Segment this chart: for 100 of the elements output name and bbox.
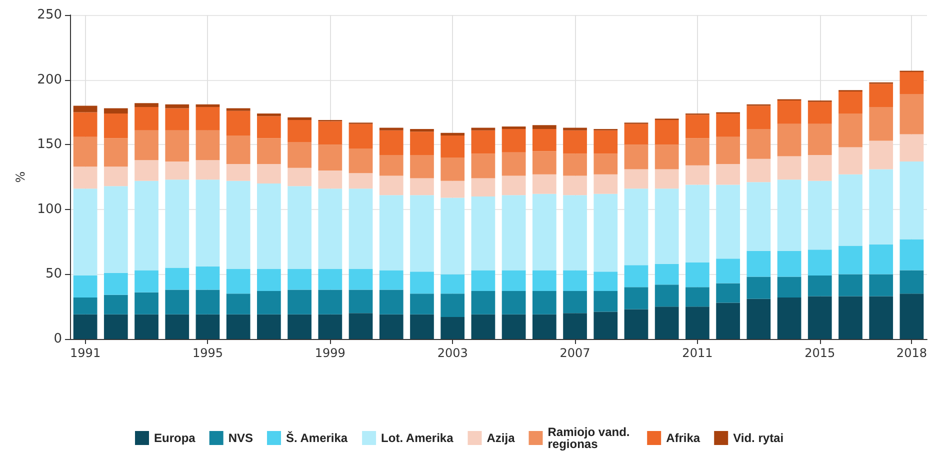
bar — [410, 195, 434, 272]
bar — [624, 144, 648, 170]
bar — [257, 116, 281, 138]
bar — [440, 274, 465, 294]
bar — [165, 180, 190, 268]
bar — [257, 164, 281, 184]
bar — [777, 276, 802, 298]
bar — [716, 258, 740, 284]
bar — [746, 158, 771, 182]
x-tick-label: 2018 — [896, 346, 927, 360]
bar — [257, 183, 281, 270]
bar — [624, 287, 648, 310]
bar — [165, 290, 190, 314]
x-tick-label: 1991 — [70, 346, 101, 360]
bar — [594, 130, 618, 154]
x-tick-label: 2007 — [560, 346, 590, 360]
bar — [288, 269, 312, 290]
bar — [869, 244, 894, 274]
bar — [532, 291, 556, 314]
bar — [746, 298, 771, 339]
bar — [226, 294, 250, 314]
bar — [288, 117, 312, 120]
bar — [532, 270, 556, 292]
bar — [134, 180, 158, 270]
bar — [134, 160, 158, 181]
bar — [288, 120, 312, 142]
bar — [226, 180, 250, 270]
bar — [900, 294, 924, 339]
bar — [440, 180, 465, 198]
bar — [777, 298, 802, 339]
legend-label: Š. Amerika — [286, 431, 348, 445]
bar — [165, 314, 190, 339]
x-tick-label: 2003 — [437, 346, 468, 360]
bar — [73, 298, 98, 314]
bar — [624, 309, 648, 339]
bar — [104, 186, 128, 273]
bar — [410, 132, 434, 155]
y-axis-title: % — [13, 171, 28, 183]
bar — [746, 129, 771, 159]
bar — [318, 121, 342, 145]
y-tick-label: 250 — [37, 8, 62, 22]
bar — [196, 160, 220, 180]
bar — [563, 270, 587, 292]
bar — [838, 296, 862, 339]
bar — [838, 147, 862, 174]
bar — [318, 170, 342, 189]
bar — [165, 104, 190, 108]
bar — [716, 302, 740, 339]
bar — [73, 188, 98, 276]
bar — [104, 314, 128, 339]
bar — [746, 106, 771, 130]
bar — [502, 195, 526, 270]
bar — [410, 294, 434, 314]
legend-label: Azija — [486, 431, 516, 445]
bar — [869, 107, 894, 141]
bar — [379, 130, 404, 155]
bar — [288, 186, 312, 270]
bar — [563, 176, 587, 196]
bar — [532, 194, 556, 270]
bar — [104, 113, 128, 138]
bar — [165, 130, 190, 162]
bar — [808, 296, 832, 339]
bar — [226, 108, 250, 111]
bar — [471, 130, 496, 154]
bar — [746, 182, 771, 251]
bar — [594, 194, 618, 272]
bar — [563, 291, 587, 314]
bar — [226, 164, 250, 181]
bar — [471, 291, 496, 314]
y-tick-label: 100 — [37, 202, 62, 217]
bar — [808, 275, 832, 296]
bar — [318, 314, 342, 339]
bar — [379, 154, 404, 176]
bar — [288, 290, 312, 314]
y-tick-label: 50 — [45, 266, 62, 282]
legend-label: Lot. Amerika — [381, 431, 454, 445]
bar — [318, 188, 342, 270]
bar — [532, 129, 556, 152]
bar — [900, 239, 924, 270]
legend-label: Afrika — [666, 431, 700, 445]
y-tick-label: 200 — [37, 72, 62, 88]
bar — [165, 268, 190, 290]
bar — [686, 287, 710, 307]
bar — [654, 284, 679, 307]
bar — [654, 169, 679, 189]
bar — [838, 91, 862, 114]
bar — [624, 265, 648, 288]
bar — [410, 154, 434, 178]
bar — [196, 266, 220, 290]
bar — [594, 272, 618, 292]
bar — [379, 270, 404, 290]
bar — [257, 314, 281, 339]
y-tick-label: 0 — [54, 332, 62, 346]
bar — [288, 314, 312, 339]
bar — [869, 169, 894, 244]
bar — [196, 180, 220, 266]
x-tick-label: 1995 — [192, 346, 224, 360]
bar — [563, 128, 587, 130]
bar — [471, 196, 496, 270]
bar — [869, 84, 894, 108]
